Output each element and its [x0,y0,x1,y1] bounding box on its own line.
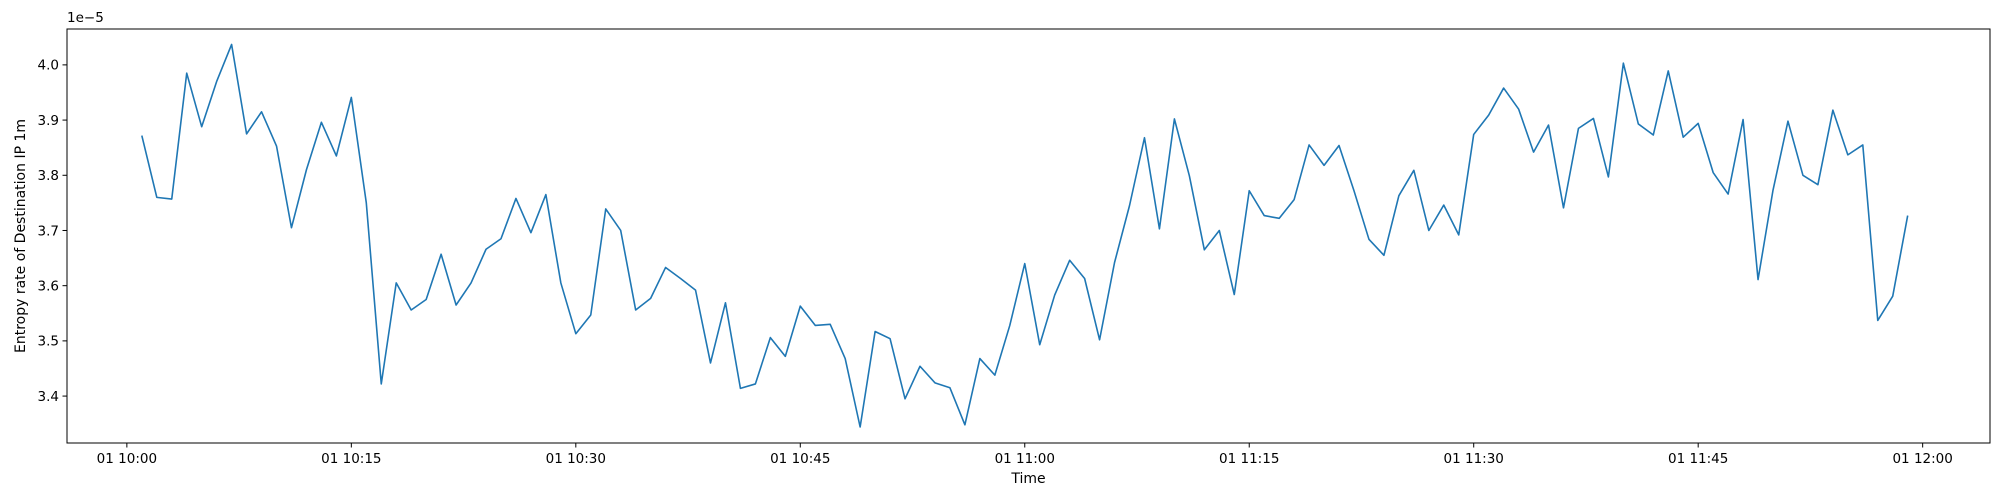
y-tick-label: 3.6 [38,278,59,294]
x-tick-label: 01 11:45 [1668,451,1728,467]
y-tick-label: 3.9 [38,113,59,129]
x-tick-label: 01 12:00 [1892,451,1952,467]
y-tick-label: 3.5 [38,334,59,350]
axes-frame [66,28,1991,444]
x-tick-label: 01 11:00 [995,451,1055,467]
y-axis-label: Entropy rate of Destination IP 1m [13,119,29,353]
x-tick-label: 01 10:15 [321,451,381,467]
x-tick-label: 01 10:00 [97,451,157,467]
y-tick-label: 3.7 [38,223,59,239]
y-tick-label: 4.0 [38,58,59,74]
series-line-0 [141,43,1909,428]
x-axis-label: Time [1010,471,1045,487]
x-tick-label: 01 11:15 [1219,451,1279,467]
y-axis-offset-text: 1e−5 [67,10,104,26]
x-tick-label: 01 10:45 [770,451,830,467]
x-tick-label: 01 10:30 [546,451,606,467]
y-axis-ticks: 3.4 3.5 3.6 3.7 3.8 3.9 4.0 [38,58,67,405]
y-tick-label: 3.4 [38,389,59,405]
plot-area [141,43,1909,428]
y-tick-label: 3.8 [38,168,59,184]
x-axis-ticks: 01 10:00 01 10:15 01 10:30 01 10:45 01 11:00… [97,443,1953,467]
x-tick-label: 01 11:30 [1444,451,1504,467]
